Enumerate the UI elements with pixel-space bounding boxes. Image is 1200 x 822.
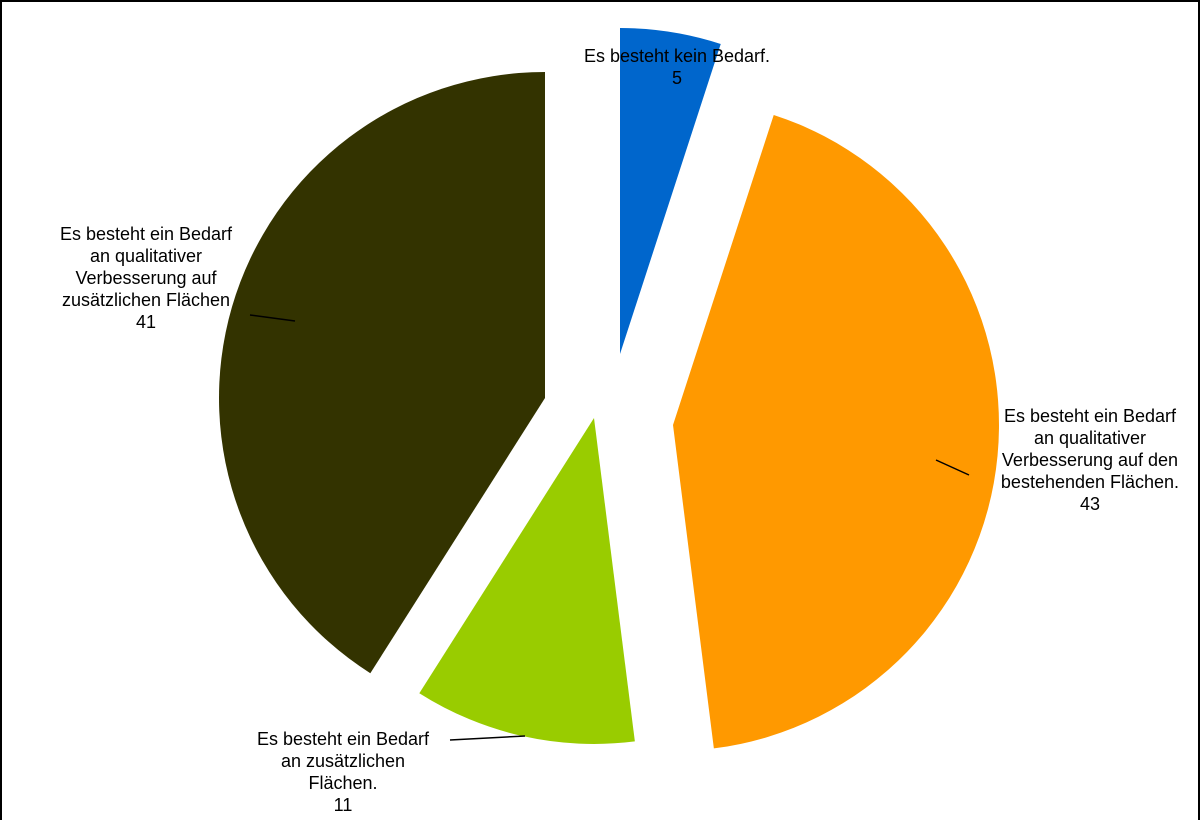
leader-line-4 [249, 314, 296, 322]
data-label-text-4: Es besteht ein Bedarf [60, 224, 233, 244]
data-label-text-2: Es besteht ein Bedarf [1004, 406, 1177, 426]
data-label-text-2: Verbesserung auf den [1002, 450, 1178, 470]
data-label-value-2: 43 [1080, 494, 1100, 514]
leader-line-2 [935, 459, 970, 476]
data-label-text-1: Es besteht kein Bedarf. [584, 46, 770, 66]
leader-line-3 [449, 735, 526, 741]
data-label-text-4: Verbesserung auf [75, 268, 217, 288]
data-label-text-3: an zusätzlichen [281, 751, 405, 771]
data-label-value-4: 41 [136, 312, 156, 332]
pie-slice-4 [219, 72, 545, 674]
data-label-value-3: 11 [334, 795, 353, 815]
data-label-text-2: bestehenden Flächen. [1001, 472, 1179, 492]
data-label-text-3: Flächen. [308, 773, 377, 793]
data-label-text-2: an qualitativer [1034, 428, 1146, 448]
data-label-text-4: zusätzlichen Flächen [62, 290, 230, 310]
pie-slice-1 [620, 28, 721, 354]
pie-slice-2 [673, 114, 999, 749]
data-label-value-1: 5 [672, 68, 682, 88]
data-label-text-4: an qualitativer [90, 246, 202, 266]
pie-slice-3 [419, 418, 635, 745]
data-label-text-3: Es besteht ein Bedarf [257, 729, 430, 749]
